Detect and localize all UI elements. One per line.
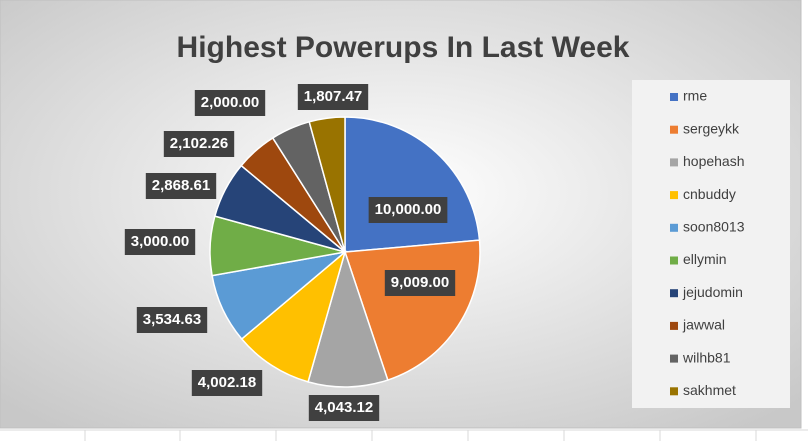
- data-label-box: [124, 229, 196, 255]
- data-label-box: [384, 270, 456, 296]
- data-label-group: 2,102.26: [163, 131, 235, 157]
- chart-title: Highest Powerups In Last Week: [177, 31, 630, 64]
- legend-swatch: [670, 354, 678, 363]
- data-label-box: [145, 173, 217, 199]
- data-label-box: [308, 395, 380, 421]
- legend-swatch: [670, 321, 678, 330]
- data-label-group: 4,043.12: [308, 395, 380, 421]
- legend-label: ellymin: [683, 251, 727, 267]
- data-label-group: 2,868.61: [145, 173, 217, 199]
- legend-label: jejudomin: [682, 284, 743, 300]
- data-label: 4,043.12: [315, 399, 373, 416]
- legend-label: sergeykk: [683, 120, 740, 136]
- data-label-group: 3,534.63: [136, 307, 208, 333]
- legend-swatch: [670, 125, 678, 134]
- sheet-grid: [0, 429, 808, 441]
- data-label: 3,000.00: [131, 233, 189, 250]
- data-label-box: [368, 197, 448, 223]
- legend-box: [632, 80, 790, 408]
- data-label-group: 3,000.00: [124, 229, 196, 255]
- legend-swatch: [670, 256, 678, 265]
- legend-label: soon8013: [683, 219, 745, 235]
- pie-slice: [240, 249, 347, 383]
- legend-swatch: [670, 158, 678, 167]
- legend-label: jawwal: [682, 317, 725, 333]
- data-label-group: 10,000.00: [368, 197, 448, 223]
- data-label: 2,000.00: [201, 94, 259, 111]
- legend-label: rme: [683, 88, 707, 104]
- legend-label: hopehash: [683, 153, 745, 169]
- legend-label: sakhmet: [683, 382, 736, 398]
- data-label: 2,868.61: [152, 177, 210, 194]
- data-label-box: [136, 307, 208, 333]
- legend-swatch: [670, 387, 678, 396]
- data-label-group: 9,009.00: [384, 270, 456, 296]
- data-label: 2,102.26: [170, 135, 228, 152]
- data-label-box: [163, 131, 235, 157]
- pie-slice: [308, 116, 346, 253]
- data-label: 4,002.18: [198, 374, 256, 391]
- legend-label: cnbuddy: [683, 186, 736, 202]
- legend-swatch: [670, 191, 678, 200]
- legend-swatch: [670, 93, 678, 101]
- data-label-group: 4,002.18: [191, 370, 263, 396]
- data-label: 3,534.63: [143, 311, 201, 328]
- data-label-box: [194, 90, 266, 116]
- data-label-box: [297, 84, 369, 110]
- legend-swatch: [670, 289, 678, 298]
- data-label: 1,807.47: [304, 88, 362, 105]
- data-label-group: 2,000.00: [194, 90, 266, 116]
- legend-swatch: [670, 223, 678, 232]
- data-label: 10,000.00: [375, 201, 442, 218]
- data-label: 9,009.00: [391, 274, 449, 291]
- data-label-box: [191, 370, 263, 396]
- legend-label: wilhb81: [682, 349, 731, 365]
- data-label-group: 1,807.47: [297, 84, 369, 110]
- pie-slice: [307, 249, 389, 388]
